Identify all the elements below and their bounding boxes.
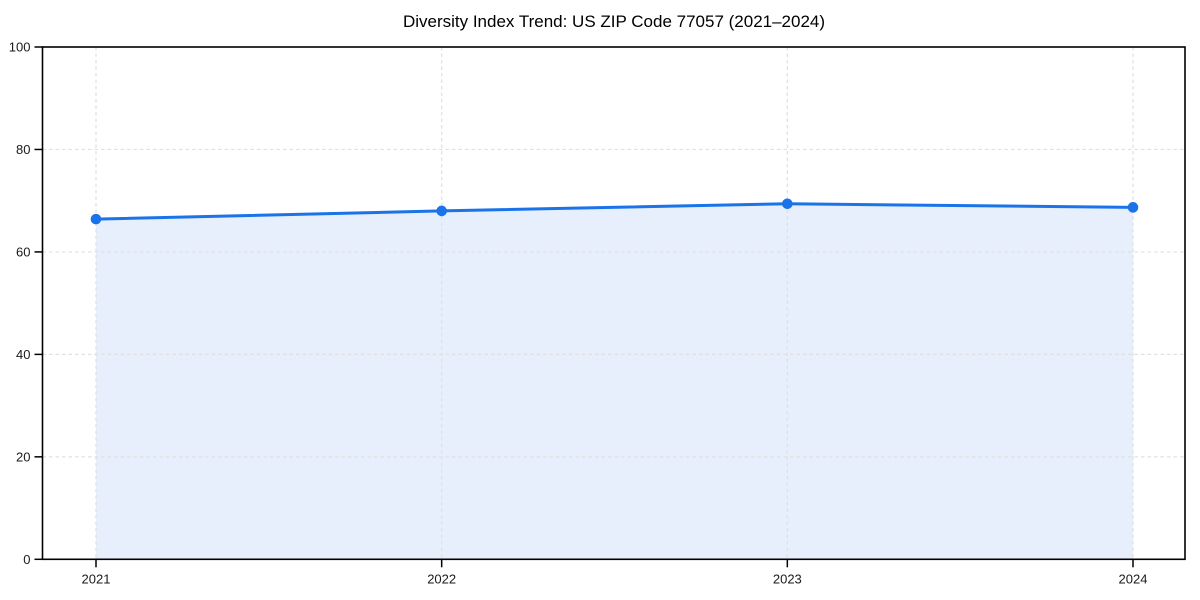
y-tick-label: 60 <box>16 244 30 259</box>
plot-border <box>41 46 1186 561</box>
area-fill <box>96 203 1133 560</box>
data-point-2023 <box>782 198 793 210</box>
x-tick-label: 2022 <box>427 571 456 586</box>
chart-title: Diversity Index Trend: US ZIP Code 77057… <box>403 12 825 31</box>
data-point-2024 <box>1127 202 1139 213</box>
x-tick-label: 2024 <box>1119 571 1148 586</box>
y-tick-label: 20 <box>16 449 30 464</box>
x-tick-label: 2021 <box>82 571 111 586</box>
y-tick-label: 80 <box>16 142 30 157</box>
trend-line <box>94 202 1135 221</box>
x-tick-label: 2023 <box>773 571 802 586</box>
data-points-layer <box>90 198 1139 225</box>
area-fill-layer <box>96 203 1133 560</box>
trend-line-layer <box>94 202 1135 221</box>
y-tick-label: 0 <box>23 552 30 567</box>
data-point-2022 <box>436 205 447 217</box>
axes-layer <box>41 46 1186 561</box>
tick-labels-layer: 0 20 40 60 80 100 2021 2022 2023 2024 <box>9 40 1148 587</box>
y-tick-label: 100 <box>9 40 31 55</box>
y-tick-label: 40 <box>16 347 30 362</box>
data-point-2021 <box>90 213 102 225</box>
